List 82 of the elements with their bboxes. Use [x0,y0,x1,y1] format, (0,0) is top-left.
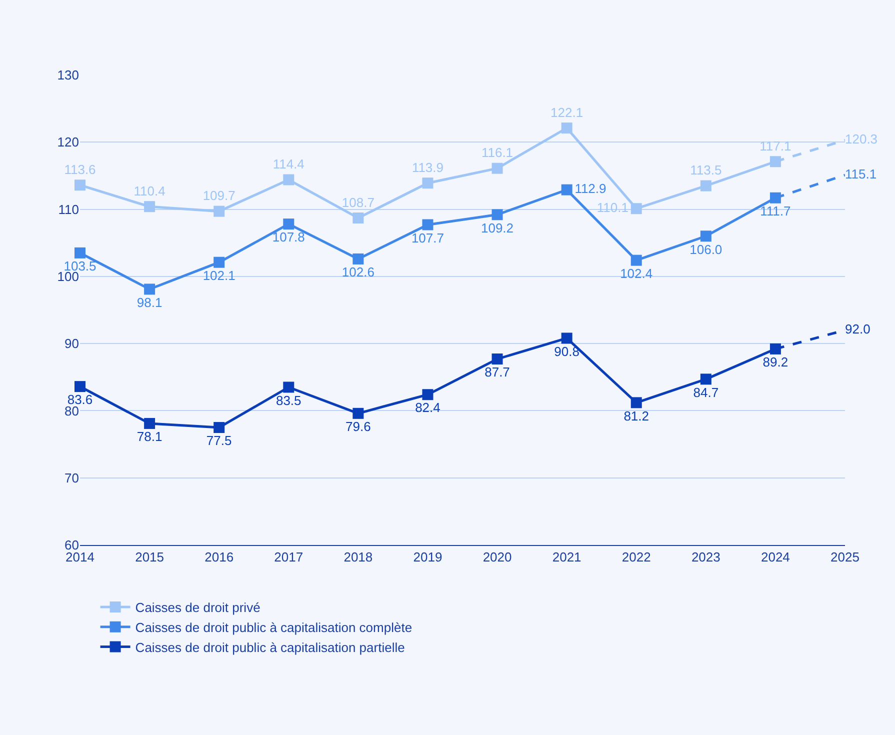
legend-label: Caisses de droit public à capitalisation partielle [135,640,405,655]
point [144,418,156,429]
y-tick-label: 130 [57,68,79,83]
point [352,212,364,224]
point [422,219,434,230]
point [74,180,86,191]
point [492,162,503,174]
x-tick-label: 2019 [413,550,442,565]
data-label: 110.1 [596,200,628,215]
data-label: 78.1 [136,429,162,444]
data-label: 109.7 [202,188,236,204]
point [352,408,364,419]
data-label: 84.7 [693,384,719,400]
point [630,254,642,266]
point [352,253,364,264]
point [214,422,225,433]
data-label: 120.3 [845,131,878,146]
data-label: 113.6 [64,162,96,177]
x-tick-label: 2025 [830,550,860,565]
data-label: 77.5 [206,433,232,448]
x-tick-label: 2022 [622,550,651,565]
x-tick-label: 2016 [204,550,234,565]
point [630,203,642,214]
data-label: 87.7 [484,364,510,380]
data-label: 108.7 [342,194,374,210]
data-label: 82.4 [415,400,440,416]
x-tick-label: 2023 [691,550,720,565]
y-tick-label: 90 [64,336,79,352]
data-label: 122.1 [550,104,584,120]
point [283,174,294,186]
data-label: 113.5 [690,162,722,178]
legend-label: Caisses de droit privé [135,600,260,616]
data-label: 79.6 [346,419,371,434]
legend-label: Caisses de droit public à capitalisation complète [135,620,412,635]
data-label: 98.1 [136,294,162,310]
data-label: 117.1 [760,138,792,154]
x-tick-label: 2024 [760,550,790,565]
point [700,180,712,192]
data-label: 107.7 [411,230,444,246]
point [144,284,156,295]
x-tick-label: 2021 [552,550,582,565]
point [561,332,572,344]
y-tick-label: 110 [58,202,79,217]
x-tick-label: 2015 [135,550,164,565]
point [422,389,434,400]
data-label: 116.1 [481,145,514,160]
point [700,374,712,385]
data-label: 102.6 [342,264,374,280]
data-label: 102.1 [202,268,236,283]
data-label: 112.9 [574,181,606,196]
point [214,256,225,268]
data-label: 111.7 [760,203,791,218]
data-label: 113.9 [412,160,444,175]
point [630,397,642,408]
data-label: 109.2 [480,220,514,236]
point [700,230,712,242]
point [283,218,294,230]
point [283,382,294,393]
data-label: 114.4 [272,156,304,172]
x-tick-label: 2020 [482,550,512,565]
point [422,178,434,189]
data-label: 81.2 [624,408,650,424]
point [561,184,572,196]
y-tick-label: 70 [64,470,79,486]
point [214,206,225,217]
data-label: 107.8 [272,230,305,245]
point [492,354,503,365]
point [144,201,156,212]
point [561,122,572,134]
data-label: 92.0 [845,321,870,336]
data-label: 102.4 [620,266,653,281]
data-label: 110.4 [134,183,166,198]
y-tick-label: 120 [57,134,79,150]
data-label: 106.0 [690,242,722,257]
x-tick-label: 2018 [344,550,373,565]
x-tick-label: 2017 [274,550,304,565]
point [74,381,86,392]
data-label: 83.5 [276,392,302,408]
data-label: 89.2 [762,354,788,370]
data-label: 115.1 [845,166,877,182]
point [74,247,86,258]
point [492,209,503,220]
